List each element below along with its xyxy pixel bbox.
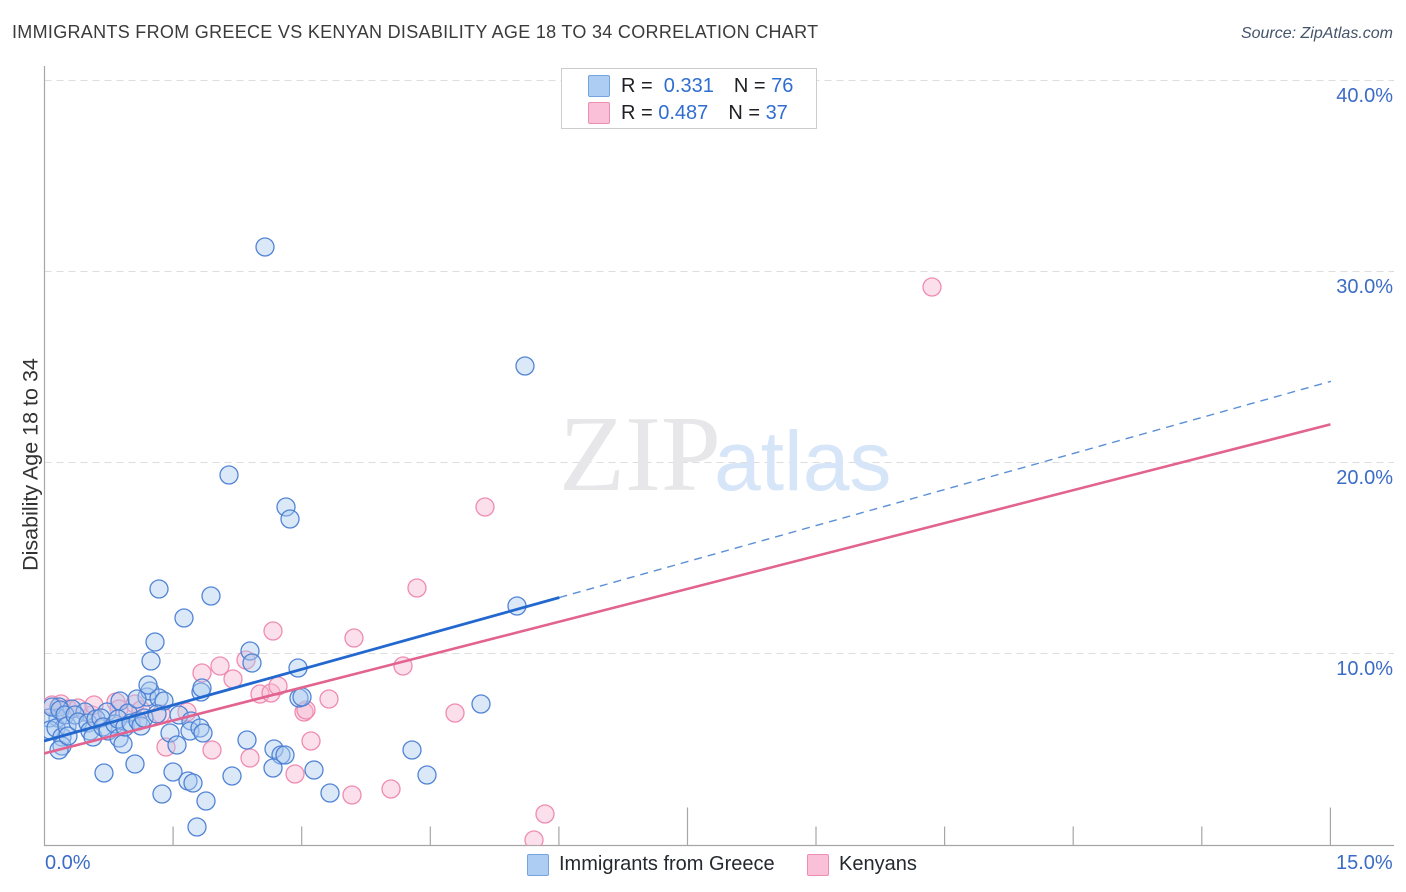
svg-text:atlas: atlas [714,414,891,508]
svg-text:ZIP: ZIP [559,395,721,514]
